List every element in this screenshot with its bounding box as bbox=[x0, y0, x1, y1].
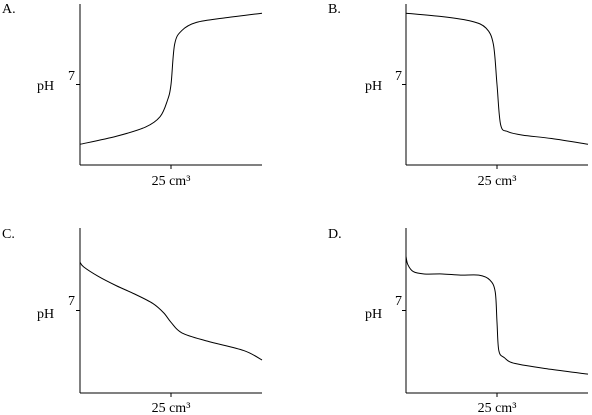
ph-curve-series-1 bbox=[405, 12, 589, 145]
chart-panel-a: A. pH 7 25 cm³ bbox=[2, 2, 263, 189]
y-tick-label: 7 bbox=[68, 69, 75, 84]
y-axis-label: pH bbox=[37, 79, 54, 94]
panel-label: B. bbox=[328, 2, 341, 17]
chart-panel-c: C. pH 7 25 cm³ bbox=[2, 227, 263, 415]
panel-label: C. bbox=[2, 227, 15, 242]
chart-panel-d: D. pH 7 25 cm³ bbox=[328, 227, 589, 415]
x-tick-label: 25 cm³ bbox=[478, 174, 517, 189]
y-axis-label: pH bbox=[365, 307, 382, 322]
ph-curve-series-1 bbox=[405, 256, 589, 375]
x-tick-label: 25 cm³ bbox=[478, 401, 517, 415]
x-tick-label: 25 cm³ bbox=[152, 401, 191, 415]
ph-curve-series-1 bbox=[79, 261, 263, 361]
y-tick-label: 7 bbox=[395, 69, 402, 84]
ph-curve-series-1 bbox=[79, 12, 263, 145]
y-tick-label: 7 bbox=[68, 294, 75, 309]
panel-label: A. bbox=[2, 2, 16, 17]
y-axis-label: pH bbox=[365, 79, 382, 94]
y-tick-label: 7 bbox=[395, 294, 402, 309]
y-axis-label: pH bbox=[37, 307, 54, 322]
chart-panel-b: B. pH 7 25 cm³ bbox=[328, 2, 589, 189]
x-tick-label: 25 cm³ bbox=[152, 174, 191, 189]
panel-label: D. bbox=[328, 227, 342, 242]
